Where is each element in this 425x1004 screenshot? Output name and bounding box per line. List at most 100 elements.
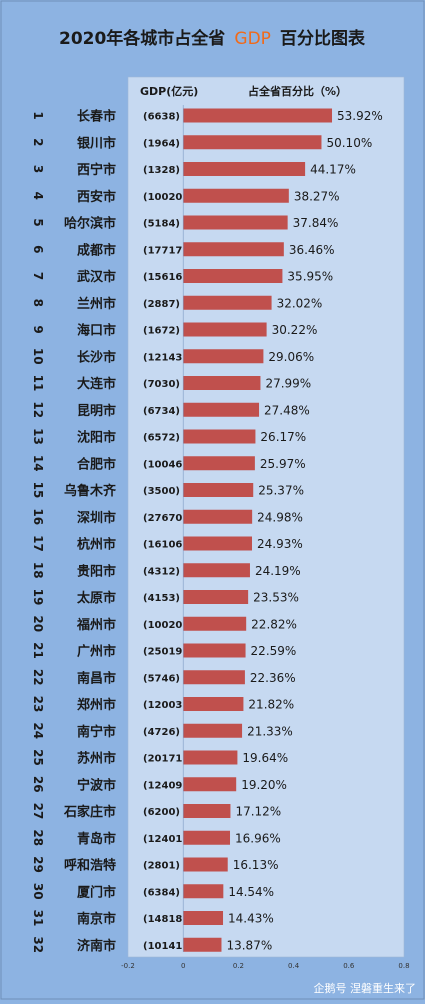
city-label: 济南市: [77, 938, 116, 954]
gdp-label: (20171): [143, 754, 187, 765]
x-tick-label: -0.2: [121, 962, 135, 970]
gdp-label: (1328): [143, 165, 180, 176]
bar-mark: [183, 670, 245, 685]
value-label: 14.43%: [228, 912, 274, 926]
bar-row: 30 厦门市 (6384) 14.54%: [31, 883, 274, 900]
bar-mark: [183, 723, 243, 738]
value-label: 25.37%: [258, 484, 304, 498]
city-label: 杭州市: [77, 537, 116, 553]
title-part-1: 2020年各城市占全省: [59, 28, 225, 49]
bar-row: 25 苏州市 (20171) 19.64%: [31, 749, 288, 766]
value-label: 21.82%: [248, 698, 294, 712]
value-label: 44.17%: [310, 163, 356, 177]
bar-mark: [183, 162, 306, 176]
bar-mark: [183, 376, 261, 390]
gdp-column-header: GDP(亿元): [140, 84, 198, 98]
rank-label: 12: [31, 401, 45, 418]
bar-row: 28 青岛市 (12401) 16.96%: [31, 829, 281, 846]
bar-row: 17 杭州市 (16106) 24.93%: [31, 535, 303, 552]
x-tick-label: 0.4: [288, 962, 300, 970]
chart-title: 2020年各城市占全省 GDP 百分比图表: [59, 28, 366, 49]
watermark-text: 企鹅号 涅磐重生来了: [314, 981, 417, 995]
gdp-label: (6384): [143, 887, 180, 898]
value-label: 37.84%: [293, 216, 339, 230]
gdp-label: (6734): [143, 406, 180, 417]
gdp-label: (1964): [143, 138, 180, 149]
value-label: 22.59%: [251, 644, 297, 658]
bar-mark: [183, 402, 260, 417]
bar-mark: [183, 295, 272, 310]
value-label: 38.27%: [294, 189, 340, 203]
bar-row: 10 长沙市 (12143) 29.06%: [31, 348, 314, 365]
city-label: 厦门市: [77, 884, 116, 900]
city-label: 青岛市: [77, 831, 116, 847]
bar-row: 18 贵阳市 (4312) 24.19%: [31, 562, 301, 579]
bar-mark: [183, 108, 333, 123]
city-label: 西安市: [77, 189, 116, 205]
rows-layer: 1 长春市 (6638) 53.92% 2 银川市 (1964) 50.10% 3 西宁市 (132…: [31, 108, 383, 954]
bar-mark: [183, 750, 238, 765]
gdp-label: (2801): [143, 861, 180, 872]
gdp-label: (25019): [143, 647, 187, 658]
value-label: 29.06%: [268, 350, 314, 364]
city-label: 石家庄市: [63, 804, 116, 820]
gdp-label: (7030): [143, 379, 180, 390]
bar-row: 27 石家庄市 (6200) 17.12%: [31, 803, 281, 820]
bar-row: 31 南京市 (14818) 14.43%: [31, 910, 274, 927]
value-label: 24.93%: [257, 537, 303, 551]
x-tick-label: 0.8: [398, 962, 409, 970]
rank-label: 8: [31, 299, 45, 307]
value-label: 53.92%: [337, 109, 383, 123]
city-label: 长沙市: [77, 349, 116, 365]
gdp-label: (10020): [143, 620, 187, 631]
city-label: 贵阳市: [77, 563, 116, 579]
city-label: 南昌市: [77, 670, 116, 686]
rank-label: 29: [31, 856, 45, 873]
rank-label: 3: [31, 165, 45, 173]
city-label: 南宁市: [77, 724, 116, 740]
bar-mark: [183, 616, 247, 631]
bar-mark: [183, 215, 288, 230]
bar-row: 12 昆明市 (6734) 27.48%: [31, 401, 310, 418]
bar-mark: [183, 937, 222, 952]
city-label: 太原市: [76, 590, 116, 606]
rank-label: 20: [31, 615, 45, 632]
bar-mark: [183, 135, 322, 150]
city-label: 乌鲁木齐: [64, 483, 117, 499]
value-label: 26.17%: [260, 430, 306, 444]
bar-row: 3 西宁市 (1328) 44.17%: [31, 162, 356, 178]
bar-row: 8 兰州市 (2887) 32.02%: [31, 295, 323, 312]
value-label: 14.54%: [228, 885, 274, 899]
gdp-label: (10141): [143, 941, 187, 952]
city-label: 宁波市: [77, 777, 116, 793]
bar-mark: [183, 509, 253, 524]
rank-label: 32: [31, 936, 45, 953]
value-label: 32.02%: [277, 296, 323, 310]
bar-mark: [183, 643, 246, 658]
bar-row: 16 深圳市 (27670) 24.98%: [31, 508, 303, 525]
percent-column-header: 占全省百分比（%）: [248, 84, 347, 98]
rank-label: 23: [31, 696, 45, 713]
gdp-label: (17717): [143, 245, 187, 256]
bar-mark: [183, 884, 224, 899]
bar-mark: [183, 911, 224, 925]
bar-mark: [183, 322, 267, 337]
gdp-label: (12143): [143, 352, 187, 363]
bar-mark: [183, 563, 250, 578]
value-label: 22.36%: [250, 671, 296, 685]
bar-mark: [183, 697, 244, 711]
rank-label: 27: [31, 803, 45, 820]
bar-row: 1 长春市 (6638) 53.92%: [31, 108, 383, 125]
city-label: 昆明市: [77, 403, 116, 419]
rank-label: 1: [31, 111, 45, 119]
city-label: 银川市: [77, 135, 116, 151]
gdp-label: (16106): [143, 540, 187, 551]
gdp-label: (12003): [143, 700, 187, 711]
bar-mark: [183, 188, 289, 203]
bar-mark: [183, 777, 237, 792]
city-label: 哈尔滨市: [64, 216, 116, 232]
gdp-label: (3500): [143, 486, 180, 497]
value-label: 27.99%: [265, 377, 311, 391]
rank-label: 4: [31, 192, 45, 200]
